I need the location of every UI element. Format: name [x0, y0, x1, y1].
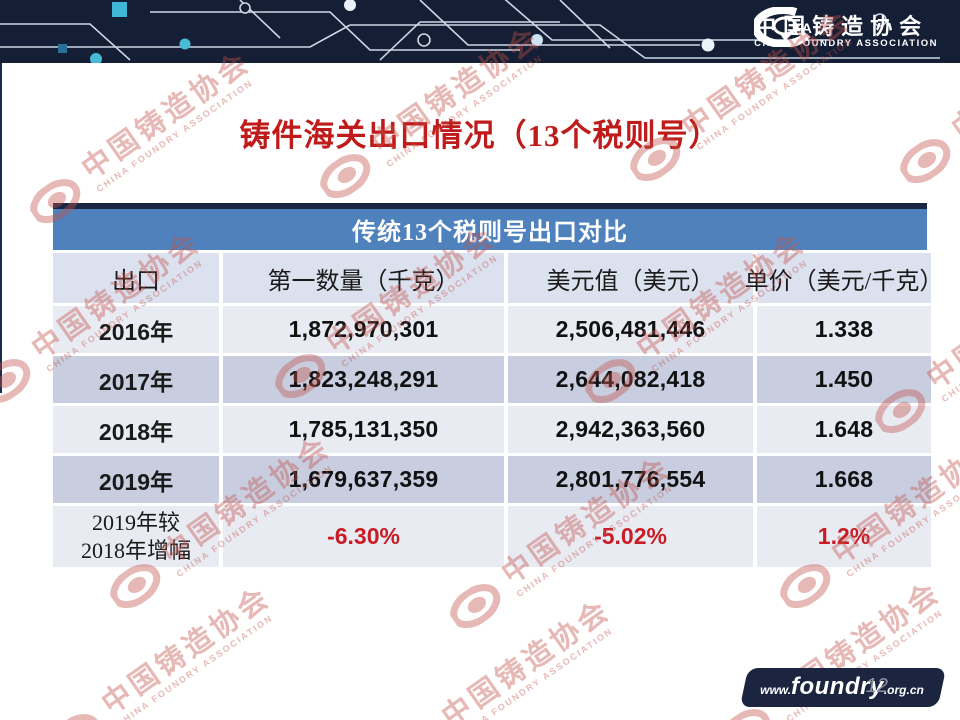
- table-caption: 传统13个税则号出口对比: [53, 203, 927, 250]
- col-header-quantity: 第一数量（千克）: [223, 253, 504, 303]
- table-row: 2016年 1,872,970,301 2,506,481,446 1.338: [53, 306, 931, 353]
- watermark-cn: 中国铸造协会: [96, 580, 277, 720]
- price-cell: 1.338: [757, 306, 931, 353]
- delta-label-line1: 2019年较: [91, 510, 180, 535]
- page-title: 铸件海关出口情况（13个税则号）: [239, 118, 721, 153]
- qty-cell: 1,823,248,291: [223, 356, 504, 403]
- delta-price-cell: 1.2%: [757, 506, 931, 567]
- url-prefix: www.: [760, 683, 792, 697]
- export-table: 传统13个税则号出口对比 出口 第一数量（千克） 美元值（美元） 单价（美元/千…: [53, 203, 943, 567]
- top-banner: FA 中国铸造协会 CHINA FOUNDRY ASSOCIATION: [0, 0, 960, 63]
- qty-cell: 1,679,637,359: [223, 456, 504, 503]
- qty-cell: 1,785,131,350: [223, 406, 504, 453]
- table-row: 2018年 1,785,131,350 2,942,363,560 1.648: [53, 406, 931, 453]
- brand-name-en: CHINA FOUNDRY ASSOCIATION: [754, 37, 938, 49]
- circuit-pattern-decoration: [0, 0, 940, 63]
- table-row-delta: 2019年较 2018年增幅 -6.30% -5.02% 1.2%: [53, 506, 931, 567]
- usd-cell: 2,644,082,418: [508, 356, 753, 403]
- usd-cell: 2,506,481,446: [508, 306, 753, 353]
- price-cell: 1.668: [757, 456, 931, 503]
- col-header-export: 出口: [53, 253, 219, 303]
- year-cell: 2016年: [53, 306, 219, 353]
- table-row: 2017年 1,823,248,291 2,644,082,418 1.450: [53, 356, 931, 403]
- delta-usd-cell: -5.02%: [508, 506, 753, 567]
- delta-label-line2: 2018年增幅: [80, 537, 191, 563]
- usd-cell: 2,942,363,560: [508, 406, 753, 453]
- footer-website-badge: www. foundry .org.cn: [740, 668, 947, 707]
- url-suffix: .org.cn: [884, 683, 925, 697]
- brand-logo: FA 中国铸造协会 CHINA FOUNDRY ASSOCIATION: [754, 7, 938, 57]
- cfa-logo-icon: FA: [754, 7, 815, 47]
- year-cell: 2017年: [53, 356, 219, 403]
- year-cell: 2018年: [53, 406, 219, 453]
- usd-cell: 2,801,776,554: [508, 456, 753, 503]
- cfa-logo-icon: [0, 359, 31, 404]
- price-cell: 1.648: [757, 406, 931, 453]
- watermark-cn: 中国铸造协会: [436, 593, 617, 720]
- watermark-en: CHINA FOUNDRY ASSOCIATION: [939, 288, 960, 404]
- table-row: 2019年 1,679,637,359 2,801,776,554 1.668: [53, 456, 931, 503]
- left-edge-line: [0, 63, 2, 393]
- watermark-en: CHINA FOUNDRY ASSOCIATION: [114, 612, 275, 720]
- page-number: 12: [865, 675, 888, 697]
- cfa-logo-icon: [450, 584, 501, 629]
- cfa-logo-icon: [50, 714, 101, 720]
- watermark-en: CHINA FOUNDRY ASSOCIATION: [454, 625, 615, 720]
- svg-text:FA: FA: [794, 20, 812, 36]
- delta-qty-cell: -6.30%: [223, 506, 504, 567]
- year-cell: 2019年: [53, 456, 219, 503]
- cfa-logo-icon: [384, 716, 452, 720]
- col-header-price: 单价（美元/千克）: [745, 253, 943, 303]
- qty-cell: 1,872,970,301: [223, 306, 504, 353]
- price-cell: 1.450: [757, 356, 931, 403]
- col-header-usd: 美元值（美元）: [508, 253, 753, 303]
- delta-label-cell: 2019年较 2018年增幅: [53, 506, 219, 567]
- table-header-row: 出口 第一数量（千克） 美元值（美元） 单价（美元/千克）: [53, 253, 943, 303]
